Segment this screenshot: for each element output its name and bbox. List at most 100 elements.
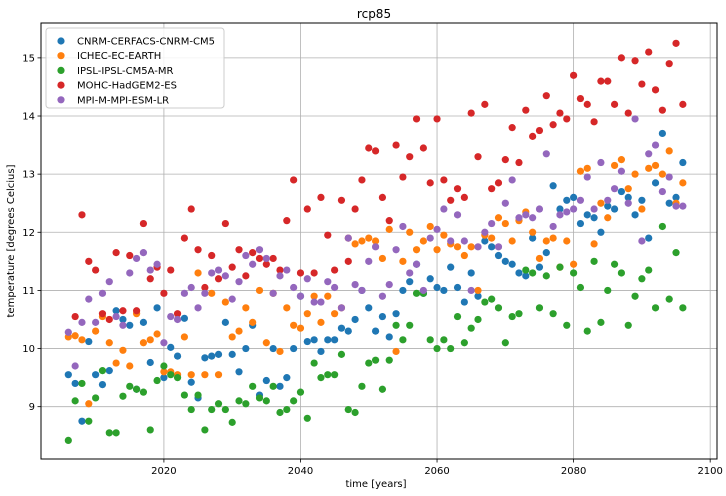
data-point xyxy=(214,275,223,283)
data-point xyxy=(160,289,168,297)
data-point xyxy=(392,310,400,318)
data-point xyxy=(385,225,393,233)
data-point xyxy=(453,312,462,321)
data-point xyxy=(447,196,455,204)
data-point xyxy=(604,202,612,210)
data-point xyxy=(296,292,305,300)
data-point xyxy=(392,246,400,254)
data-point xyxy=(105,367,113,375)
data-point xyxy=(672,193,680,201)
data-point xyxy=(679,304,687,312)
series-3 xyxy=(71,39,687,324)
data-point xyxy=(303,414,311,422)
data-point xyxy=(255,254,264,263)
data-point xyxy=(371,356,380,364)
data-point xyxy=(658,187,666,196)
data-point xyxy=(290,283,298,292)
data-point xyxy=(324,371,332,379)
x-tick-label: 2060 xyxy=(424,466,449,477)
data-point xyxy=(590,205,598,213)
data-point xyxy=(262,376,270,385)
data-point xyxy=(351,240,359,248)
data-point xyxy=(85,295,93,303)
data-point xyxy=(679,202,687,210)
data-point xyxy=(617,54,626,62)
data-point xyxy=(624,193,632,201)
data-point xyxy=(385,217,393,225)
data-point xyxy=(392,347,400,356)
data-point xyxy=(344,257,352,265)
data-point xyxy=(440,286,448,295)
data-point xyxy=(242,344,250,353)
data-point xyxy=(508,124,516,132)
data-point xyxy=(665,199,673,207)
data-point xyxy=(658,222,666,231)
data-point xyxy=(78,379,86,388)
data-point xyxy=(337,196,346,204)
data-point xyxy=(597,318,605,326)
data-point xyxy=(201,371,209,379)
data-point xyxy=(385,333,393,341)
legend-box xyxy=(45,27,225,109)
data-point xyxy=(631,211,639,219)
data-point xyxy=(515,158,523,167)
data-point xyxy=(208,251,216,260)
data-point xyxy=(153,260,161,268)
data-point xyxy=(228,295,236,303)
data-point xyxy=(563,115,571,123)
data-points xyxy=(64,39,687,444)
data-point xyxy=(331,266,339,274)
y-tick-label: 10 xyxy=(22,344,35,355)
data-point xyxy=(488,219,496,228)
data-point xyxy=(228,418,236,426)
data-point xyxy=(570,193,578,201)
data-point xyxy=(433,225,441,233)
data-point xyxy=(290,344,298,353)
data-point xyxy=(494,243,503,251)
legend-marker xyxy=(57,66,65,74)
data-point xyxy=(385,281,393,289)
data-point xyxy=(522,266,530,274)
data-point xyxy=(98,380,107,389)
data-point xyxy=(488,185,496,193)
data-point xyxy=(501,219,509,228)
data-point xyxy=(365,304,373,312)
data-point xyxy=(310,292,318,300)
data-point xyxy=(255,246,264,254)
data-point xyxy=(105,278,113,286)
data-point xyxy=(549,182,557,190)
data-point xyxy=(645,48,653,56)
data-point xyxy=(187,205,195,213)
data-point xyxy=(467,269,475,277)
data-point xyxy=(358,176,366,184)
data-point xyxy=(78,318,86,326)
data-point xyxy=(290,321,298,329)
data-point xyxy=(535,304,544,312)
data-point xyxy=(638,237,646,245)
data-point xyxy=(474,153,482,161)
data-point xyxy=(324,336,332,344)
data-point xyxy=(214,400,223,408)
data-point xyxy=(494,304,503,312)
data-point xyxy=(358,237,366,245)
grid-lines xyxy=(41,23,717,459)
legend-label: MPI-M-MPI-ESM-LR xyxy=(77,95,169,106)
data-point xyxy=(214,350,223,358)
data-point xyxy=(71,332,79,340)
data-point xyxy=(160,362,168,370)
data-point xyxy=(351,408,359,417)
data-point xyxy=(153,376,161,385)
data-point xyxy=(255,286,264,295)
data-point xyxy=(146,358,154,367)
data-point xyxy=(71,397,79,405)
data-point xyxy=(467,286,475,295)
data-point xyxy=(105,339,113,347)
data-point xyxy=(201,426,209,434)
data-point xyxy=(242,272,250,280)
data-point xyxy=(119,315,127,324)
data-point xyxy=(481,298,489,306)
legend-marker xyxy=(57,52,65,60)
data-point xyxy=(419,144,427,152)
data-point xyxy=(317,298,325,306)
data-point xyxy=(139,318,148,326)
